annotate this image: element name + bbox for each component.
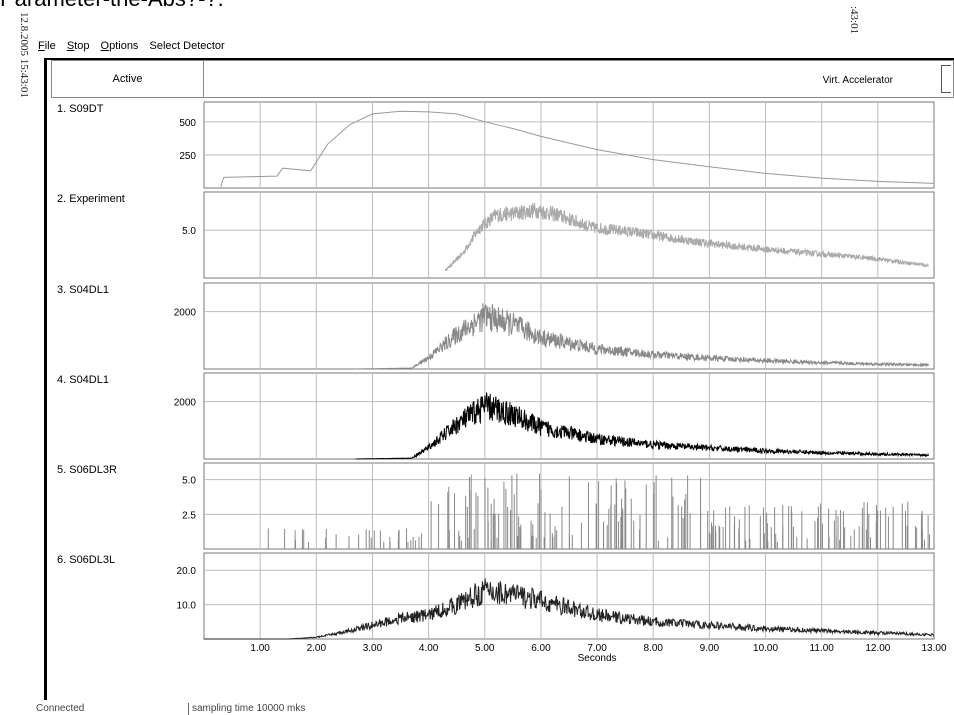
header-scroll-button[interactable] [941,65,951,93]
y-tick-label: 2000 [174,398,197,409]
x-tick-label: 7.00 [587,643,607,654]
x-tick-label: 3.00 [363,643,383,654]
series-line [355,392,929,460]
x-tick-label: 11.00 [810,643,835,654]
menu-stop[interactable]: Stop [66,40,90,52]
y-tick-label: 2000 [174,308,197,319]
channel-label: 3. S04DL1 [57,284,109,296]
panel-header: Active Virt. Accelerator [51,60,954,98]
y-tick-label: 250 [179,151,196,162]
series-line [204,578,934,640]
plot-frame [203,101,935,189]
menu-file[interactable]: File [38,40,56,52]
x-tick-label: 6.00 [531,643,551,654]
plot-frame [203,552,935,640]
source-label: Virt. Accelerator [822,75,893,86]
y-tick-label: 5.0 [182,476,196,487]
series-line [220,110,935,187]
plot-frame [203,191,935,279]
channel-label: 1. S09DT [57,103,104,115]
y-tick-label: 20.0 [177,566,197,577]
active-column-header[interactable]: Active [52,61,204,97]
status-separator [188,703,189,715]
y-tick-label: 5.0 [182,226,196,237]
x-tick-label: 8.00 [643,643,663,654]
main-frame [44,58,954,700]
menu-options[interactable]: Options [100,40,139,52]
x-tick-label: 12.00 [865,643,890,654]
channel-label: 5. S06DL3R [57,464,117,476]
y-tick-label: 2.5 [182,510,196,521]
connection-status: Connected [36,703,85,714]
x-axis-label: Seconds [578,653,617,664]
plot-frame [203,372,935,460]
channel-label: 2. Experiment [57,193,125,205]
x-tick-label: 9.00 [700,643,720,654]
y-tick-label: 10.0 [177,601,197,612]
menu-bar: File Stop Options Select Detector [38,40,229,52]
series-line [445,202,929,272]
x-tick-label: 10.00 [753,643,778,654]
channel-label: 6. S06DL3L [57,554,115,566]
plot-frame [203,282,935,370]
sampling-status: sampling time 10000 mks [192,703,306,714]
menu-select-detector[interactable]: Select Detector [149,40,225,52]
status-bar: Connected sampling time 10000 mks [36,703,954,715]
x-tick-label: 2.00 [307,643,327,654]
x-tick-label: 5.00 [475,643,495,654]
series-line [355,303,929,370]
x-tick-label: 1.00 [250,643,270,654]
x-tick-label: 13.00 [921,643,946,654]
window-title: Parameter-the-Abs?-?. [0,0,224,12]
x-tick-label: 4.00 [419,643,439,654]
y-tick-label: 500 [179,118,196,129]
channel-label: 4. S04DL1 [57,374,109,386]
